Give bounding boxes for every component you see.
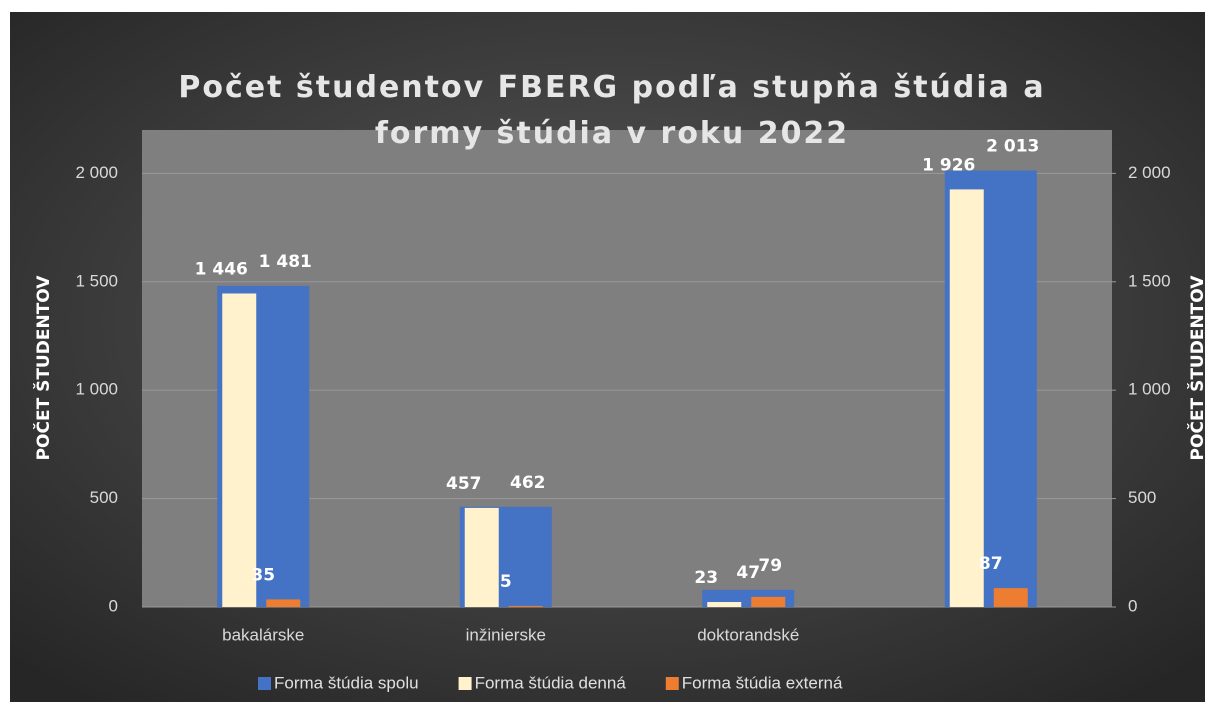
y2-tick-label: 2 000 xyxy=(1128,163,1171,182)
data-label: 5 xyxy=(500,572,512,592)
y2-axis-label: POČET ŠTUDENTOV xyxy=(1186,275,1208,461)
legend-swatch xyxy=(458,677,472,690)
legend-swatch xyxy=(665,677,679,690)
bar xyxy=(993,588,1028,607)
bar xyxy=(707,602,742,607)
legend-swatch xyxy=(258,677,271,690)
data-label: 1 446 xyxy=(195,259,248,279)
y-axis-label: POČET ŠTUDENTOV xyxy=(32,275,54,461)
data-label: 1 481 xyxy=(259,252,312,272)
bar xyxy=(222,293,257,607)
legend-label: Forma štúdia denná xyxy=(475,673,627,692)
data-label: 1 926 xyxy=(922,155,975,175)
bar xyxy=(949,189,984,607)
x-tick-label: inžinierske xyxy=(466,625,546,644)
x-tick-label: bakalárske xyxy=(222,625,304,644)
data-label: 35 xyxy=(251,565,275,585)
legend-label: Forma štúdia spolu xyxy=(274,673,419,692)
y2-tick-label: 1 500 xyxy=(1128,271,1171,290)
data-label: 457 xyxy=(446,474,482,494)
data-label: 79 xyxy=(758,556,782,576)
y-tick-label: 0 xyxy=(109,596,118,615)
legend-label: Forma štúdia externá xyxy=(682,673,843,692)
y-tick-label: 500 xyxy=(90,488,118,507)
bar xyxy=(266,599,301,607)
chart-title: Počet študentov FBERG podľa stupňa štúdi… xyxy=(178,70,1045,151)
bar xyxy=(464,507,499,607)
data-label: 47 xyxy=(736,563,760,583)
y2-tick-label: 500 xyxy=(1128,488,1156,507)
data-label: 23 xyxy=(694,568,718,588)
data-label: 462 xyxy=(510,473,546,493)
data-label: 87 xyxy=(979,554,1003,574)
x-tick-label: doktorandské xyxy=(697,625,799,644)
y-tick-label: 2 000 xyxy=(75,163,118,182)
y-tick-label: 1 500 xyxy=(75,271,118,290)
bar xyxy=(751,596,786,607)
data-label: 2 013 xyxy=(986,137,1039,157)
y2-tick-label: 1 000 xyxy=(1128,380,1171,399)
title-line: Počet študentov FBERG podľa stupňa štúdi… xyxy=(178,70,1045,105)
y-tick-label: 1 000 xyxy=(75,380,118,399)
title-line: formy štúdia v roku 2022 xyxy=(375,116,849,151)
bar xyxy=(508,605,543,607)
y2-tick-label: 0 xyxy=(1128,596,1137,615)
